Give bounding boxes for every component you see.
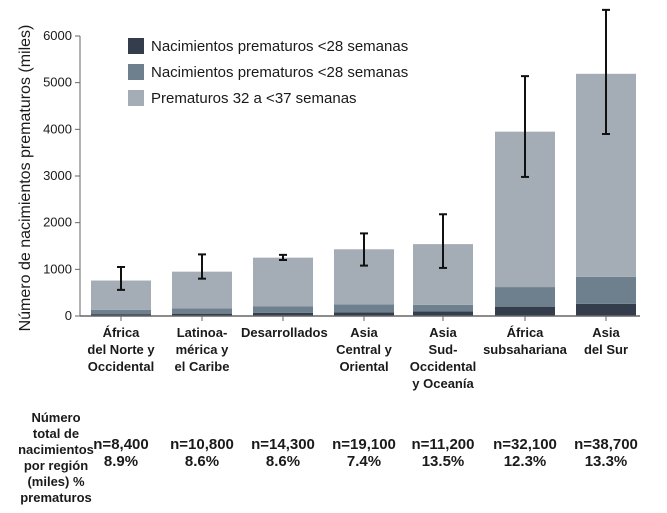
y-tick-label: 0 [65,308,72,323]
footer-total: n=11,200 [411,436,475,453]
y-axis-label: Número de nacimientos prematuros (miles) [17,25,34,332]
y-tick-label: 3000 [43,168,72,183]
footer-title: Número total de nacimientos por región (… [18,410,94,505]
bars-layer [91,73,636,316]
bar-segment-2 [172,308,232,314]
legend-label: Nacimientos prematuros <28 semanas [151,38,408,55]
footer-total: n=38,700 [574,436,638,453]
x-tick-label: África subsahariana [483,325,567,357]
bar-segment-2 [253,306,313,313]
footer-cell: n=19,100 7.4% [322,436,406,470]
bar-segment-2 [413,304,473,312]
footer-percent: 8.6% [265,453,301,470]
legend-label: Prematuros 32 a <37 semanas [151,90,357,107]
footer-percent: 13.5% [421,453,465,470]
footer-cell: n=38,700 13.3% [564,436,648,470]
footer-cell: n=8,400 8.9% [79,436,163,470]
footer-total: n=10,800 [170,436,234,453]
bar-segment-1 [576,303,636,316]
bar-segment-2 [334,304,394,313]
bar-segment-2 [91,309,151,315]
bar-segment-1 [253,312,313,316]
legend-swatch [128,90,144,106]
y-tick-label: 4000 [43,121,72,136]
bar-segment-1 [413,311,473,316]
legend: Nacimientos prematuros <28 semanas Nacimi… [128,38,408,107]
bar-segment-1 [91,314,151,316]
footer-cell: n=11,200 13.5% [401,436,485,470]
x-tick-label: Asia Sud- Occidental y Oceanía [409,325,477,391]
bar-segment-2 [576,276,636,304]
footer-cell: n=32,100 12.3% [483,436,567,470]
y-tick-label: 2000 [43,215,72,230]
footer-percent: 8.6% [184,453,220,470]
legend-swatch [128,38,144,54]
footer-cell: n=14,300 8.6% [241,436,325,470]
footer-total: n=14,300 [251,436,315,453]
footer-total: n=19,100 [332,436,396,453]
bar-segment-1 [172,313,232,316]
footer-total: n=32,100 [493,436,557,453]
axis-layer: 0 1000 2000 3000 4000 5000 6000 [43,28,640,323]
footer-percent: 12.3% [503,453,547,470]
legend-swatch [128,64,144,80]
footer-cell: n=10,800 8.6% [160,436,244,470]
y-tick-label: 1000 [43,261,72,276]
y-tick-label: 6000 [43,28,72,43]
footer-percent: 7.4% [346,453,382,470]
footer-percent: 8.9% [103,453,139,470]
x-tick-label: Desarrollados [241,325,328,340]
bar-segment-2 [495,287,555,307]
bar-segment-1 [334,312,394,316]
bar-segment-1 [495,306,555,316]
x-tick-label: Asia del Sur [583,325,629,357]
y-tick-label: 5000 [43,75,72,90]
footer-total: n=8,400 [93,436,149,453]
x-tick-label: Latinoa- mérica y el Caribe [174,325,230,374]
footer-percent: 13.3% [584,453,628,470]
bar-segment-3 [253,257,313,307]
x-tick-label: África del Norte y Occidental [87,325,155,374]
error-bars-layer [117,8,610,291]
x-tick-label: Asia Central y Oriental [336,325,392,374]
legend-label: Nacimientos prematuros <28 semanas [151,64,408,81]
